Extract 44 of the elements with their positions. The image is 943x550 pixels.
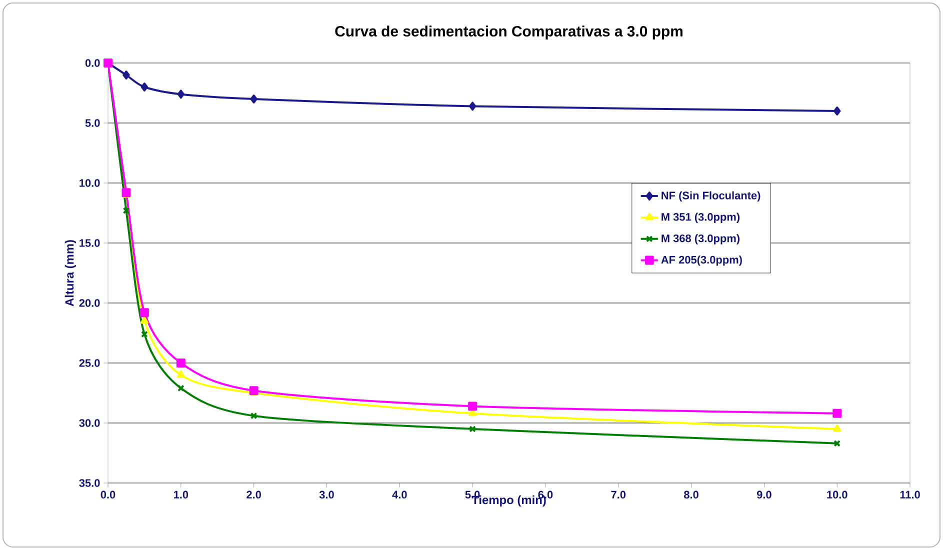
y-tick-label: 20.0 bbox=[79, 299, 100, 307]
point bbox=[833, 424, 842, 432]
y-tick-label: 15.0 bbox=[80, 239, 100, 247]
point bbox=[176, 370, 185, 378]
point bbox=[249, 386, 258, 396]
x-tick-label: 7.0 bbox=[611, 490, 626, 499]
point bbox=[122, 207, 130, 214]
point bbox=[250, 94, 258, 104]
legend-label: M 368 (3.0ppm) bbox=[662, 234, 740, 244]
point bbox=[140, 308, 149, 318]
point bbox=[468, 102, 476, 111]
point bbox=[140, 316, 148, 324]
point bbox=[177, 384, 184, 392]
point bbox=[469, 426, 476, 432]
y-tick-label: 0.0 bbox=[85, 59, 100, 67]
point bbox=[122, 188, 131, 198]
point bbox=[833, 106, 841, 116]
legend-label: M 351 (3.0ppm) bbox=[662, 212, 740, 223]
y-tick-label: 10.0 bbox=[80, 179, 100, 187]
x-tick-label: 3.0 bbox=[319, 490, 334, 499]
x-tick-label: 0.0 bbox=[100, 490, 116, 499]
point bbox=[250, 412, 258, 420]
point bbox=[140, 330, 148, 338]
y-tick-label: 5.0 bbox=[85, 119, 100, 127]
point bbox=[177, 90, 185, 99]
legend-label: NF (Sin Floculante) bbox=[662, 191, 760, 202]
y-tick-label: 35.0 bbox=[79, 479, 100, 487]
x-tick-label: 1.0 bbox=[174, 490, 188, 499]
y-axis-title: Altura (mm) bbox=[64, 240, 76, 306]
y-tick-label: 30.0 bbox=[79, 419, 100, 427]
point bbox=[468, 402, 478, 411]
x-tick-label: 8.0 bbox=[684, 490, 698, 499]
point bbox=[122, 70, 130, 80]
point bbox=[832, 408, 842, 418]
x-tick-label: 2.0 bbox=[246, 490, 261, 499]
x-tick-label: 10.0 bbox=[827, 490, 848, 499]
point bbox=[140, 82, 148, 92]
y-tick-label: 25.0 bbox=[79, 359, 100, 367]
chart-title: Curva de sedimentacion Comparativas a 3.0 ppm bbox=[335, 26, 682, 40]
legend-label: AF 205(3.0ppm) bbox=[661, 256, 742, 266]
point bbox=[176, 358, 186, 368]
x-tick-label: 11.0 bbox=[900, 490, 920, 499]
x-tick-label: 4.0 bbox=[392, 490, 407, 499]
x-tick-label: 9.0 bbox=[756, 490, 772, 499]
